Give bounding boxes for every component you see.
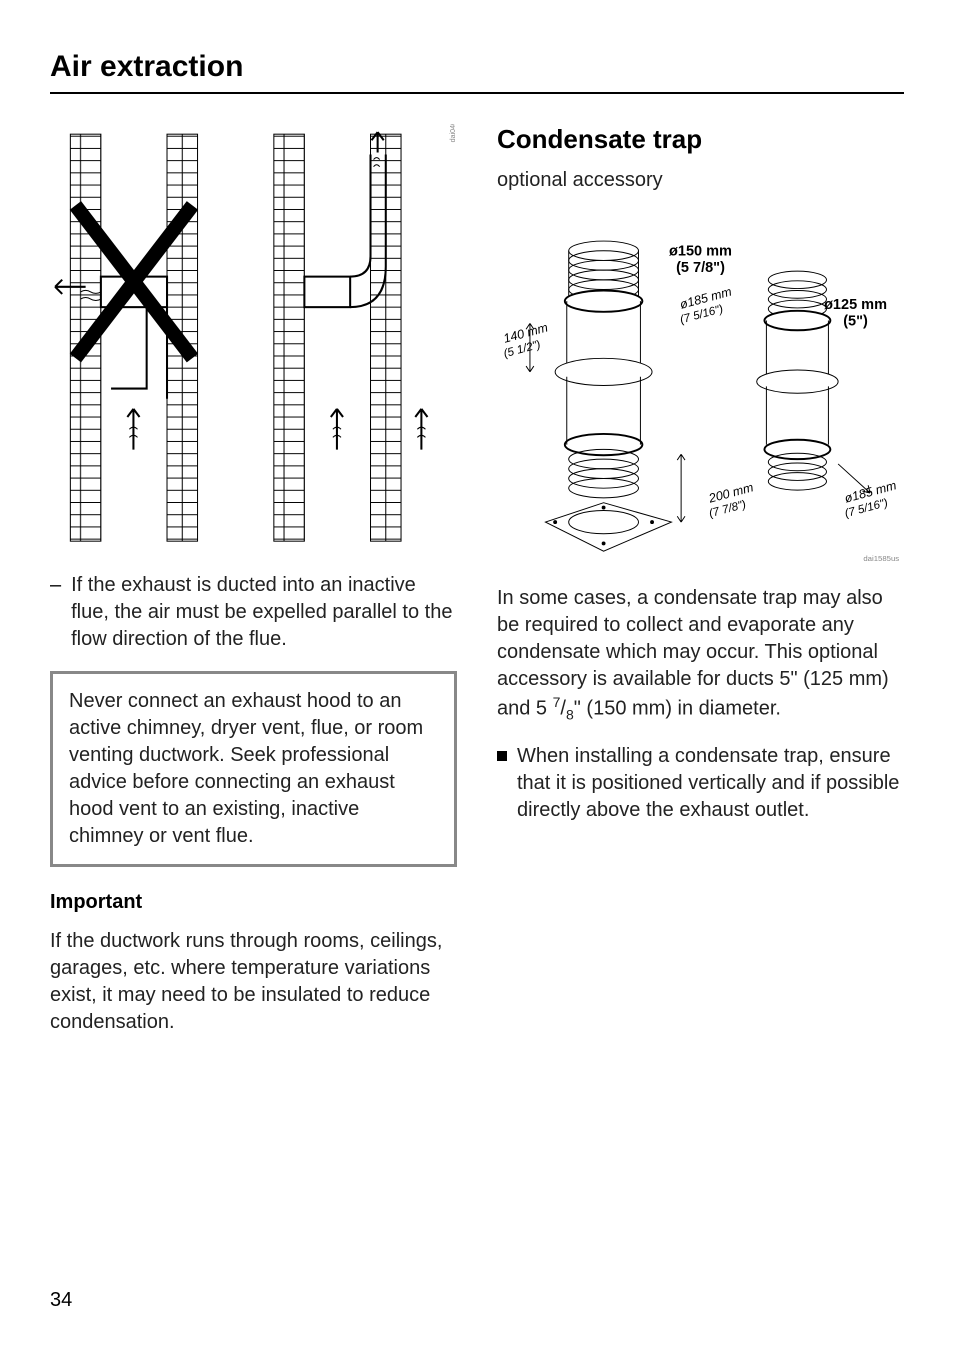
content-columns: dai04060 – If the exhaust is ducted into…	[50, 124, 904, 1054]
important-text: If the ductwork runs through rooms, ceil…	[50, 928, 457, 1036]
condensate-heading: Condensate trap	[497, 124, 904, 155]
install-bullet: When installing a condensate trap, ensur…	[497, 743, 904, 824]
dash-icon: –	[50, 572, 61, 653]
frac-7: 7	[553, 694, 561, 710]
right-column: Condensate trap optional accessory	[497, 124, 904, 1054]
page-title: Air extraction	[50, 50, 904, 84]
diagram-ref-right: dai1585us	[863, 554, 899, 563]
dim-150-bot: (5 7/8")	[676, 260, 725, 276]
callout-text: Never connect an exhaust hood to an acti…	[69, 688, 438, 850]
diagram-ref-left: dai04060	[449, 124, 457, 142]
page-number: 34	[50, 1289, 72, 1312]
warning-callout: Never connect an exhaust hood to an acti…	[50, 671, 457, 867]
left-column: dai04060 – If the exhaust is ducted into…	[50, 124, 457, 1054]
condensate-para-b: " (150 mm) in diameter.	[574, 698, 781, 720]
optional-accessory: optional accessory	[497, 167, 904, 194]
important-label: Important	[50, 891, 457, 914]
title-rule	[50, 92, 904, 94]
dim-125-bot: (5")	[843, 313, 868, 329]
condensate-diagram: ø150 mm (5 7/8") ø125 mm (5") ø185 mm (7…	[497, 212, 904, 580]
flue-diagram: dai04060	[50, 124, 457, 551]
install-text: When installing a condensate trap, ensur…	[517, 743, 904, 824]
flue-text: If the exhaust is ducted into an inactiv…	[71, 572, 457, 653]
frac-8: 8	[566, 707, 574, 723]
condensate-para: In some cases, a condensate trap may als…	[497, 585, 904, 725]
square-bullet-icon	[497, 751, 507, 761]
dim-150-top: ø150 mm	[669, 244, 732, 260]
dim-125-top: ø125 mm	[824, 297, 887, 313]
flue-bullet: – If the exhaust is ducted into an inact…	[50, 572, 457, 653]
